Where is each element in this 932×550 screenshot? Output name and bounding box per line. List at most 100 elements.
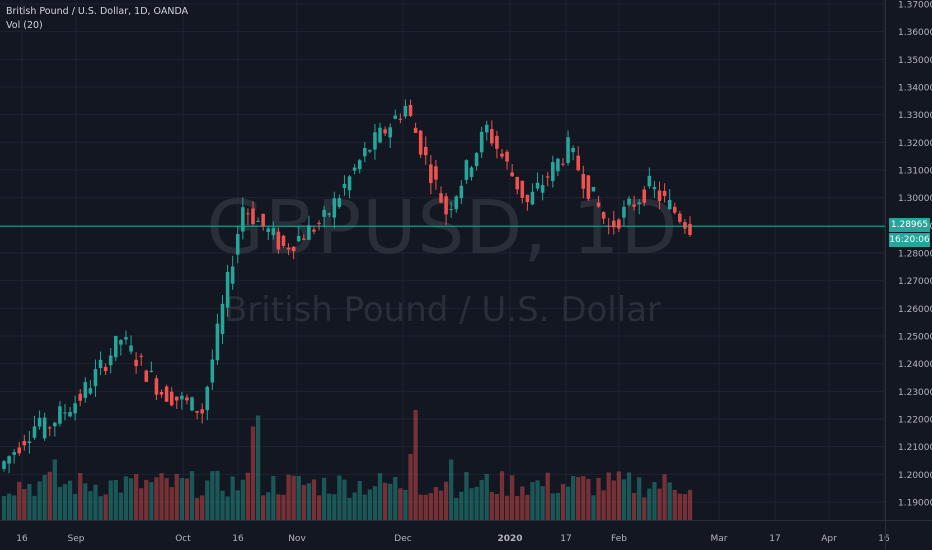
volume-bar [682,494,688,520]
candle-body [403,105,408,117]
candle-body [327,213,331,215]
candle-body [672,206,677,213]
candle-body [114,335,118,358]
x-tick-label: Feb [611,534,627,544]
candle-body [235,233,240,255]
volume-bar [250,426,256,520]
candle-body [444,196,448,215]
volume-bar [596,477,601,520]
candle-body [469,167,474,177]
candle-body [398,118,403,120]
symbol-title[interactable]: British Pound / U.S. Dollar, 1D, OANDA [6,6,189,17]
volume-bar [83,483,88,520]
volume-indicator-label[interactable]: Vol (20) [6,20,43,31]
x-tick-label: 17 [769,534,780,544]
candle-body [83,382,88,398]
candle-body [627,198,631,205]
bar-countdown-badge: 16:20:06 [889,233,930,247]
candle-body [276,231,281,250]
x-tick-label: 16 [16,534,28,544]
volume-bar [616,471,621,520]
volume-bar [408,454,413,520]
volume-bar [393,477,398,520]
volume-bar [545,472,550,520]
candle-body [205,386,210,411]
candle-body [459,185,464,199]
volume-bar [27,483,32,520]
candle-body [657,190,662,202]
candle-body [129,345,133,352]
candle-body [200,409,204,414]
volume-bar [367,489,373,520]
volume-bar [316,495,322,520]
candle-body [256,220,260,222]
candle-body [393,115,398,119]
candle-body [551,162,555,182]
volume-bar [281,494,286,520]
candle-body [535,182,540,189]
volume-bar [591,495,596,520]
volume-bar [565,486,571,520]
volume-bar [118,492,124,520]
candle-body [22,441,27,446]
candle-body [601,212,606,219]
volume-bar [240,479,245,520]
volume-bar [17,481,22,520]
candle-body [42,417,47,439]
volume-bar [103,494,108,520]
candle-body [159,391,164,395]
candle-body [53,422,57,427]
volume-bar [469,488,474,520]
volume-bar [321,477,327,520]
candle-body [632,204,636,207]
volume-bar [184,478,190,520]
y-tick-label: 1.37000 [898,1,932,11]
candle-body [154,378,159,395]
volume-bar [535,480,540,520]
volume-bar [286,474,291,520]
volume-bar [133,474,139,520]
candle-body [586,175,591,199]
candle-body [408,104,413,116]
volume-bar [626,472,632,520]
volume-bar [484,473,489,520]
volume-bar [6,493,12,520]
volume-bar [311,479,317,520]
volume-bar [301,485,306,520]
candle-body [302,238,306,240]
volume-bar [479,479,484,520]
volume-bar [200,495,205,520]
candle-body [307,225,311,240]
volume-bar [474,486,479,520]
volume-bar [413,410,418,520]
volume-bar [362,494,367,520]
candle-body [78,393,83,401]
x-tick-label: Dec [394,534,411,544]
volume-bar [154,477,159,520]
candle-body [566,137,570,164]
volume-bar [382,482,388,520]
candle-body [103,366,108,372]
volume-bar [245,472,251,520]
candle-body [312,229,316,232]
candle-body [124,337,128,340]
volume-bar [560,483,566,520]
candle-body [286,247,291,250]
volume-bar [642,497,647,520]
y-tick-label: 1.21000 [898,443,932,453]
candle-body [363,148,367,157]
candle-body [688,223,692,235]
volume-bar [423,494,428,520]
volume-bar [418,494,423,520]
x-tick-label: 16 [878,534,890,544]
candle-body [58,406,62,424]
chart-header: British Pound / U.S. Dollar, 1D, OANDA V… [6,5,188,33]
volume-bar [174,473,179,520]
candle-body [637,202,641,205]
candle-body [37,417,42,427]
volume-bar [12,495,17,520]
y-tick-label: 1.35000 [898,56,932,66]
volume-bar [205,480,210,520]
volume-bar [1,496,7,520]
